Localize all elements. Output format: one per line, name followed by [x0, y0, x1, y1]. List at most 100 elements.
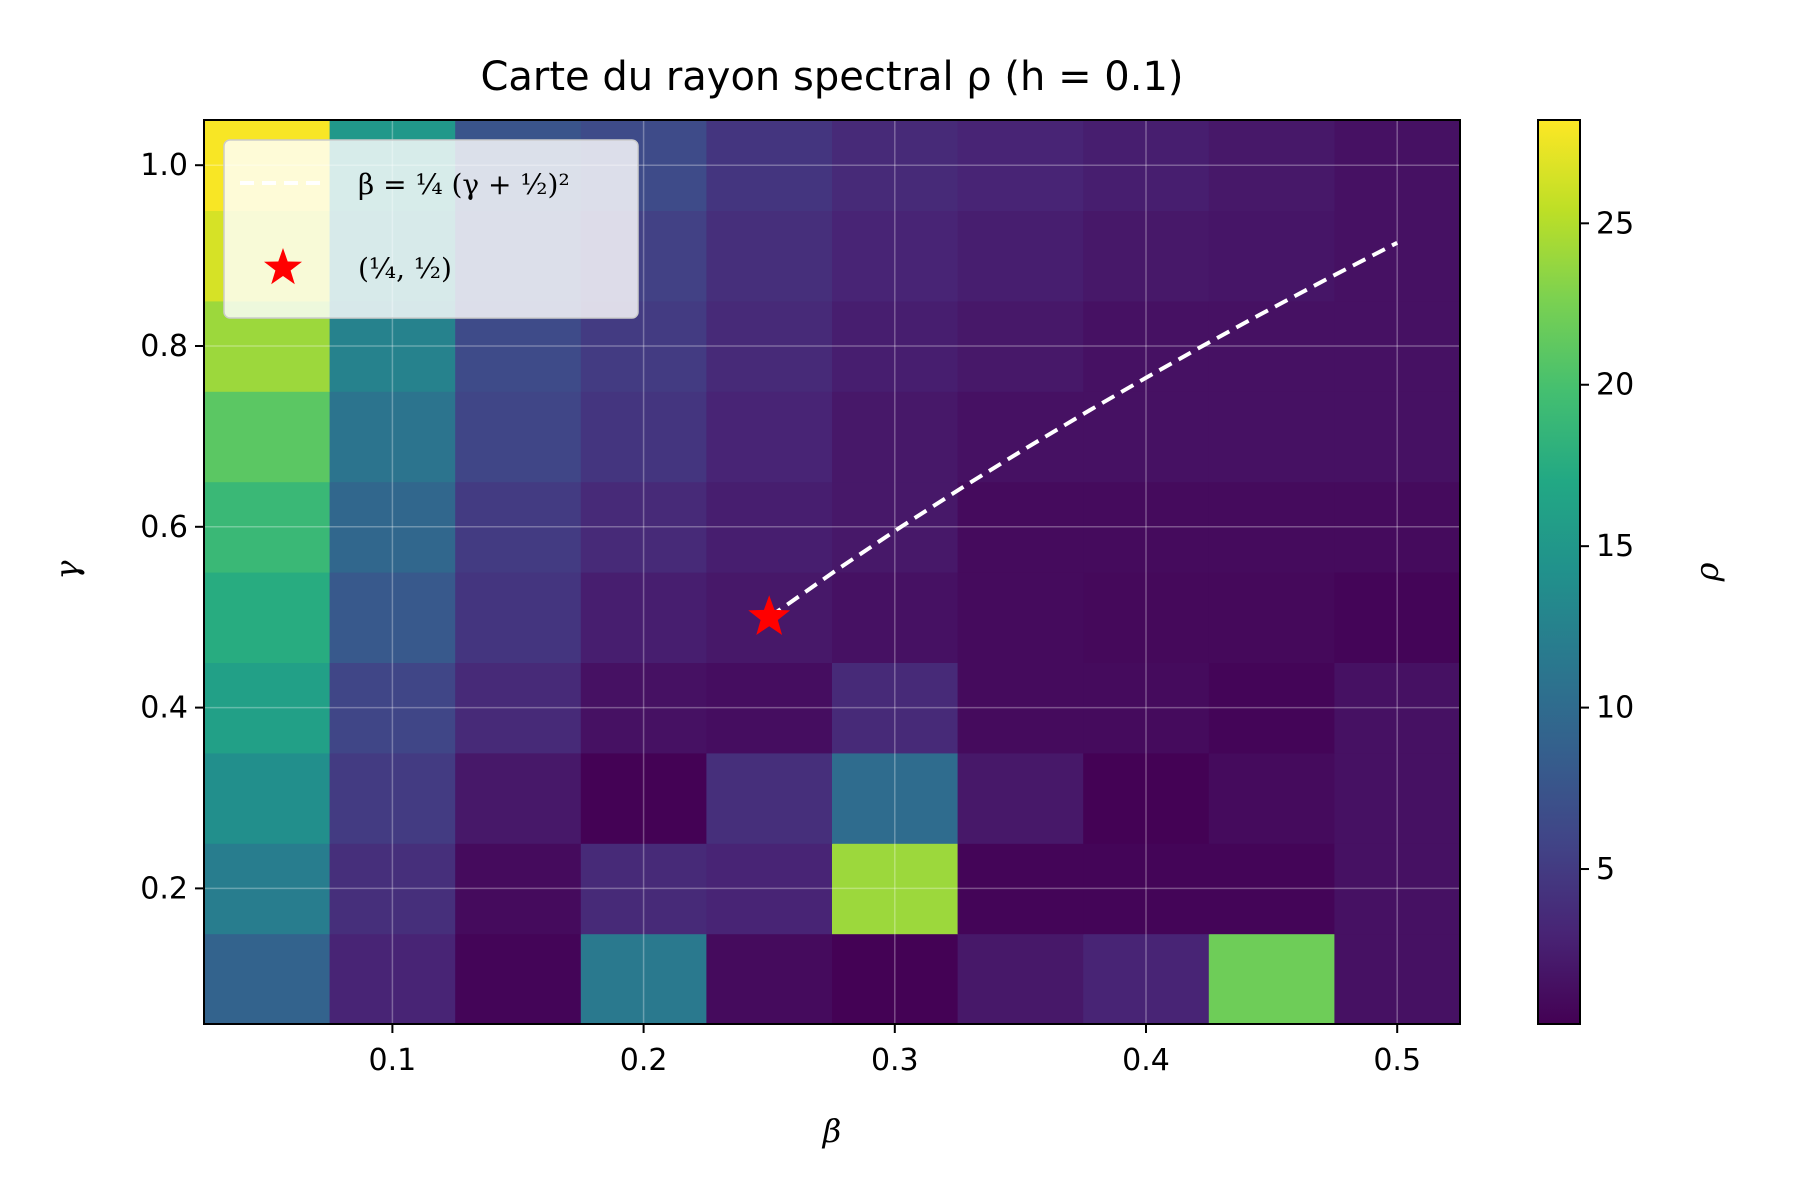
chart-title: Carte du rayon spectral ρ (h = 0.1)	[480, 54, 1183, 100]
heatmap-cell	[1208, 300, 1335, 392]
heatmap-cell	[1334, 210, 1461, 302]
legend-star-swatch	[264, 248, 302, 285]
heatmap-cell	[706, 300, 833, 392]
heatmap-cell	[832, 481, 959, 573]
heatmap-cell	[1208, 210, 1335, 302]
heatmap-cell	[1208, 662, 1335, 754]
heatmap-cell	[455, 391, 582, 483]
colorbar-tick-label: 5	[1596, 852, 1615, 887]
heatmap-cell	[706, 662, 833, 754]
heatmap-cell	[957, 662, 1084, 754]
legend-box	[223, 139, 639, 319]
heatmap-cell	[204, 752, 331, 844]
heatmap-cell	[1083, 120, 1210, 211]
heatmap-cell	[706, 843, 833, 935]
colorbar-tick-label: 10	[1596, 691, 1634, 726]
heatmap-cell	[329, 662, 456, 754]
heatmap-cell	[706, 120, 833, 211]
heatmap-cell	[580, 843, 707, 935]
heatmap-cell	[706, 481, 833, 573]
y-tick-label: 0.2	[140, 871, 188, 906]
heatmap-cell	[204, 662, 331, 754]
legend: β = ¼ (γ + ½)² (¼, ½)	[223, 139, 639, 319]
heatmap-cell	[1208, 391, 1335, 483]
heatmap-cell	[832, 843, 959, 935]
y-axis: 0.2 0.4 0.6 0.8 1.0	[140, 148, 204, 906]
heatmap-cell	[706, 391, 833, 483]
heatmap-cell	[957, 300, 1084, 392]
heatmap-cell	[832, 933, 959, 1025]
heatmap-cell	[957, 933, 1084, 1025]
heatmap-cell	[580, 752, 707, 844]
heatmap-cell	[455, 933, 582, 1025]
heatmap-cell	[1083, 843, 1210, 935]
heatmap-cell	[1083, 572, 1210, 663]
heatmap-cell	[1334, 481, 1461, 573]
x-tick-label: 0.4	[1122, 1043, 1170, 1078]
colorbar: 5 10 15 20 25 ρ	[1537, 119, 1726, 1025]
x-tick-label: 0.3	[871, 1043, 919, 1078]
heatmap-cell	[1208, 481, 1335, 573]
heatmap-cell	[204, 572, 331, 663]
heatmap-cell	[832, 391, 959, 483]
heatmap-cell	[204, 481, 331, 573]
heatmap-cell	[832, 300, 959, 392]
heatmap-cell	[580, 391, 707, 483]
heatmap-cell	[1334, 391, 1461, 483]
heatmap-cell	[1083, 391, 1210, 483]
heatmap-cell	[204, 933, 331, 1025]
heatmap-cell	[1334, 843, 1461, 935]
heatmap-cell	[580, 572, 707, 663]
heatmap-cell	[580, 481, 707, 573]
heatmap-cell	[1334, 120, 1461, 211]
y-tick-label: 1.0	[140, 148, 188, 183]
heatmap-cell	[957, 843, 1084, 935]
heatmap-cell	[1083, 210, 1210, 302]
heatmap-cell	[1208, 752, 1335, 844]
colorbar-bar	[1537, 119, 1581, 1025]
colorbar-title: ρ	[1688, 562, 1726, 582]
heatmap-cell	[1208, 843, 1335, 935]
heatmap-cell	[957, 481, 1084, 573]
x-tick-label: 0.1	[369, 1043, 417, 1078]
heatmap-cell	[329, 391, 456, 483]
heatmap-cell	[832, 662, 959, 754]
heatmap-cell	[832, 210, 959, 302]
heatmap-cell	[706, 210, 833, 302]
y-axis-title: γ	[48, 560, 86, 580]
heatmap-cell	[580, 662, 707, 754]
heatmap-cell	[1083, 481, 1210, 573]
heatmap-cell	[455, 752, 582, 844]
heatmap-cell	[455, 843, 582, 935]
heatmap-cell	[706, 933, 833, 1025]
curve-line	[768, 240, 1399, 619]
heatmap-cell	[329, 481, 456, 573]
heatmap-cell	[1334, 662, 1461, 754]
y-tick-label: 0.8	[140, 329, 188, 364]
heatmap-cell	[204, 391, 331, 483]
heatmap-cell	[1208, 572, 1335, 663]
plot-frame	[203, 119, 1461, 1025]
heatmap-cell	[1083, 752, 1210, 844]
legend-star-label: (¼, ½)	[358, 252, 452, 285]
heatmap-cell	[1083, 662, 1210, 754]
heatmap-cell	[832, 752, 959, 844]
heatmap-cell	[455, 572, 582, 663]
heatmap-cell	[329, 843, 456, 935]
star-marker	[748, 595, 791, 635]
x-tick-label: 0.2	[620, 1043, 668, 1078]
heatmap-cell	[329, 933, 456, 1025]
heatmap-cell	[706, 752, 833, 844]
heatmap-cell	[1208, 933, 1335, 1025]
heatmap-cell	[1334, 752, 1461, 844]
heatmap-cell	[1083, 933, 1210, 1025]
heatmap-cell	[455, 662, 582, 754]
heatmap-cell	[329, 752, 456, 844]
heatmap-cell	[957, 210, 1084, 302]
heatmap-cell	[957, 120, 1084, 211]
heatmap-cell	[1334, 572, 1461, 663]
x-tick-label: 0.5	[1373, 1043, 1421, 1078]
colorbar-tick-label: 15	[1596, 529, 1634, 564]
x-axis: 0.1 0.2 0.3 0.4 0.5	[369, 1024, 1421, 1078]
